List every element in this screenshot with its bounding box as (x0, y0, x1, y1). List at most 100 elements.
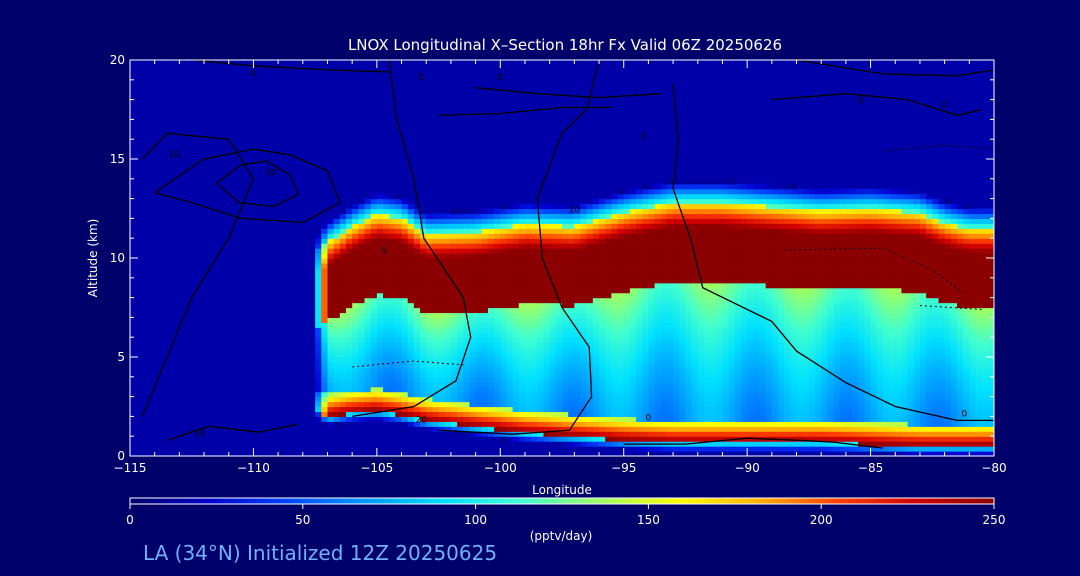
heatmap-cell (611, 347, 619, 353)
heatmap-cell (870, 302, 878, 309)
heatmap-cell (432, 262, 440, 269)
heatmap-cell (759, 381, 767, 388)
heatmap-cell (919, 352, 927, 358)
heatmap-cell (759, 371, 767, 378)
heatmap-cell (821, 193, 828, 200)
heatmap-cell (747, 386, 754, 393)
heatmap-cell (438, 381, 446, 388)
heatmap-cell (370, 337, 378, 343)
heatmap-cell (827, 317, 835, 323)
heatmap-cell (660, 371, 668, 378)
heatmap-cell (753, 371, 761, 378)
heatmap-cell (401, 411, 409, 417)
heatmap-cell (815, 446, 822, 452)
heatmap-cell (487, 352, 495, 358)
heatmap-cell (617, 188, 625, 195)
heatmap-cell (796, 317, 804, 323)
heatmap-cell (346, 238, 353, 244)
heatmap-cell (370, 366, 378, 373)
heatmap-cell (796, 441, 804, 447)
heatmap-cell (475, 396, 483, 403)
heatmap-cell (562, 272, 569, 279)
heatmap-cell (728, 322, 736, 328)
heatmap-cell (679, 361, 687, 368)
heatmap-cell (537, 401, 545, 408)
heatmap-cell (808, 446, 816, 452)
heatmap-cell (691, 213, 699, 219)
heatmap-cell (358, 213, 366, 219)
heatmap-cell (648, 233, 656, 239)
heatmap-cell (370, 277, 378, 284)
heatmap-cell (395, 223, 403, 229)
heatmap-cell (907, 297, 915, 304)
heatmap-cell (475, 297, 483, 304)
heatmap-cell (586, 203, 594, 210)
heatmap-cell (617, 357, 625, 363)
heatmap-cell (605, 302, 612, 309)
heatmap-cell (833, 322, 841, 328)
heatmap-cell (315, 396, 322, 403)
heatmap-cell (858, 347, 865, 353)
heatmap-cell (599, 213, 606, 219)
heatmap-cell (623, 233, 631, 239)
heatmap-cell (358, 391, 366, 398)
heatmap-cell (450, 258, 458, 264)
heatmap-cell (629, 213, 637, 219)
heatmap-cell (919, 421, 927, 427)
heatmap-cell (555, 371, 563, 378)
heatmap-cell (864, 391, 872, 398)
heatmap-cell (636, 297, 643, 304)
heatmap-cell (555, 307, 563, 314)
heatmap-cell (333, 277, 341, 284)
heatmap-cell (531, 401, 538, 408)
heatmap-cell (654, 446, 662, 452)
heatmap-cell (568, 406, 575, 413)
heatmap-cell (821, 342, 828, 348)
heatmap-cell (895, 416, 903, 422)
heatmap-cell (703, 253, 711, 259)
heatmap-cell (617, 258, 625, 264)
heatmap-cell (642, 366, 649, 373)
heatmap-cell (469, 218, 477, 224)
heatmap-cell (370, 203, 378, 210)
heatmap-cell (778, 267, 785, 274)
heatmap-cell (487, 297, 495, 304)
heatmap-cell (568, 396, 575, 403)
heatmap-cell (506, 208, 514, 215)
heatmap-cell (438, 312, 446, 318)
heatmap-cell (858, 238, 865, 244)
heatmap-cell (339, 233, 347, 239)
heatmap-cell (697, 267, 705, 274)
heatmap-cell (339, 342, 347, 348)
heatmap-cell (685, 302, 693, 309)
heatmap-cell (568, 431, 575, 437)
heatmap-cell (882, 282, 890, 289)
heatmap-cell (321, 342, 329, 348)
heatmap-cell (833, 287, 841, 294)
heatmap-cell (605, 327, 612, 333)
heatmap-cell (586, 218, 594, 224)
heatmap-cell (858, 357, 865, 363)
heatmap-cell (648, 188, 656, 195)
heatmap-cell (321, 228, 329, 234)
heatmap-cell (555, 327, 563, 333)
heatmap-cell (376, 243, 384, 249)
heatmap-cell (913, 292, 921, 299)
heatmap-cell (734, 253, 742, 259)
heatmap-cell (487, 262, 495, 269)
heatmap-cell (654, 292, 662, 299)
heatmap-cell (913, 258, 921, 264)
heatmap-cell (858, 366, 865, 373)
heatmap-cell (815, 366, 822, 373)
heatmap-cell (549, 342, 557, 348)
heatmap-cell (333, 282, 341, 289)
heatmap-cell (710, 386, 717, 393)
heatmap-cell (413, 307, 421, 314)
heatmap-cell (808, 188, 816, 195)
heatmap-cell (562, 228, 569, 234)
heatmap-cell (475, 327, 483, 333)
heatmap-cell (870, 416, 878, 422)
heatmap-cell (778, 183, 785, 190)
heatmap-cell (864, 431, 872, 437)
heatmap-cell (673, 312, 680, 318)
